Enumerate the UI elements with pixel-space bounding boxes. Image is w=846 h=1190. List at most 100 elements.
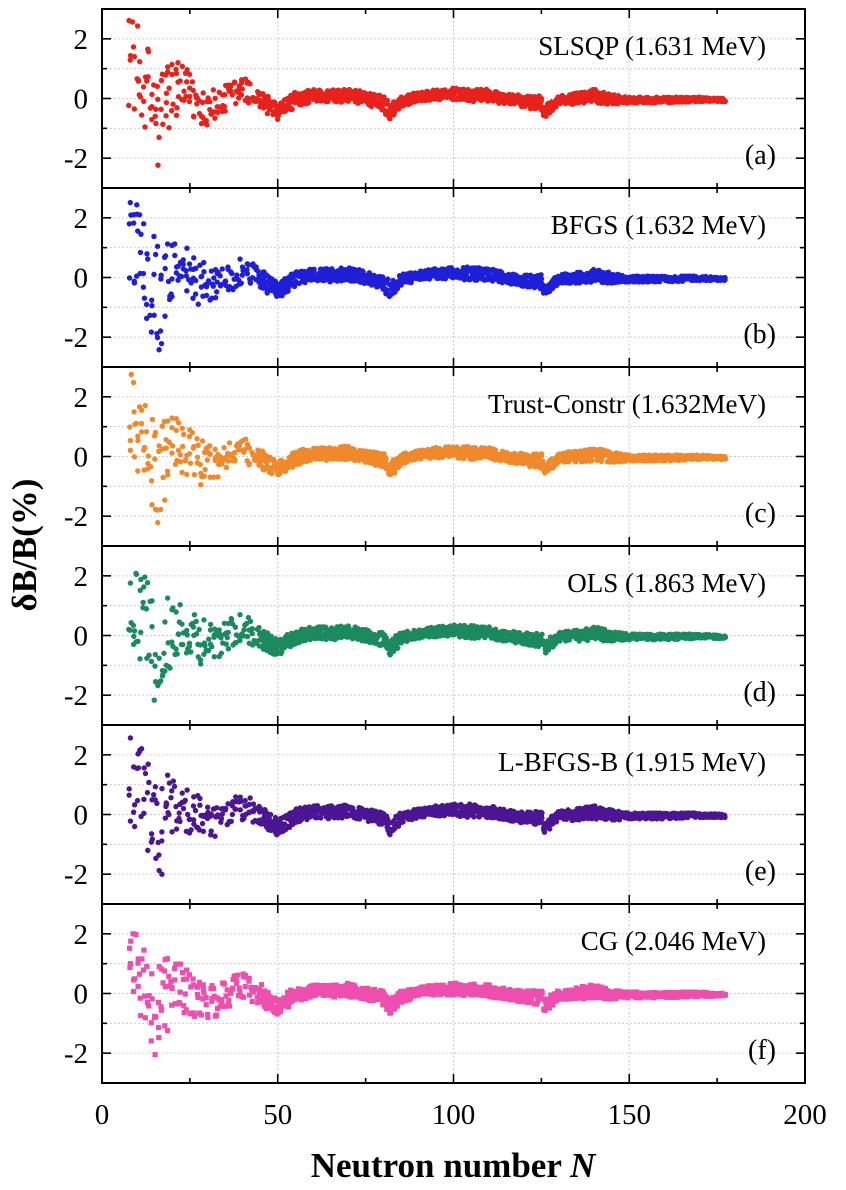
data-point [263,272,270,278]
data-point [147,598,153,605]
data-point [270,99,276,105]
data-point [175,420,182,426]
data-point [156,347,162,353]
data-point [169,450,175,456]
data-point [179,621,185,627]
data-point [197,461,203,468]
data-point [191,255,197,261]
data-point [237,256,243,262]
data-point [172,461,179,468]
data-point [611,459,617,465]
data-point [218,650,225,656]
data-point [211,634,217,640]
data-point [143,301,150,308]
data-point [244,633,251,640]
data-point [200,90,206,96]
data-point [238,80,245,86]
data-point [264,459,270,466]
data-point [143,606,150,612]
data-point [389,465,396,471]
data-point [144,251,150,257]
data-point [190,445,197,451]
data-point [203,647,209,654]
data-point [238,280,245,286]
data-point [155,96,161,103]
data-point [417,268,424,274]
data-point [358,275,364,281]
data-point [194,454,201,460]
data-point [154,243,161,250]
data-point [169,293,175,300]
data-point [499,279,505,286]
data-point [138,420,145,427]
data-point [161,650,167,656]
data-point [169,424,175,431]
data-point [207,641,214,648]
data-point [221,444,227,451]
data-point [214,289,220,295]
data-point [245,79,252,86]
panel-letter: (a) [745,140,776,171]
data-point [323,450,330,457]
data-point [463,270,470,277]
data-point [172,252,178,259]
y-tick-label: -2 [64,501,88,533]
data-point [164,64,171,70]
data-point [368,103,375,110]
data-point [538,276,545,282]
data-point [133,639,139,645]
data-point [253,98,259,105]
data-point [449,267,456,274]
data-point [351,278,357,284]
y-tick-label: -2 [64,143,88,175]
data-point [199,99,206,106]
data-point [156,134,162,141]
data-point [199,438,206,444]
data-point [173,66,179,73]
data-point [243,436,249,442]
data-point [158,276,164,282]
data-point [288,105,294,112]
data-point [169,443,176,449]
data-point [246,460,253,467]
data-point [156,443,162,449]
data-point [184,288,190,294]
data-point [201,259,207,266]
data-point [202,466,208,473]
data-point [211,275,217,281]
data-point [172,241,178,247]
data-point [154,334,161,341]
data-point [387,115,393,122]
data-point [204,457,211,463]
data-point [126,275,133,281]
data-point [143,429,150,435]
data-point [345,623,351,629]
data-point [538,272,544,278]
data-point [164,69,171,75]
data-point [166,439,172,445]
data-point [186,640,193,646]
data-point [131,409,137,415]
data-point [134,23,141,29]
data-point [137,656,143,662]
data-point [151,233,157,240]
data-point [228,82,234,89]
data-point [136,212,143,218]
data-point [183,93,189,100]
data-point [245,100,252,106]
data-point [169,276,175,282]
data-point [193,277,199,284]
data-point [422,97,429,104]
data-point [438,270,445,276]
data-point [131,454,138,460]
y-tick-label: 2 [74,24,89,56]
data-point [376,92,383,98]
data-point [152,663,158,669]
data-point [365,453,371,460]
data-point [133,571,140,578]
data-point [148,329,155,335]
data-point [186,71,193,78]
data-point [145,48,152,55]
data-point [222,278,229,284]
data-point [223,464,230,471]
